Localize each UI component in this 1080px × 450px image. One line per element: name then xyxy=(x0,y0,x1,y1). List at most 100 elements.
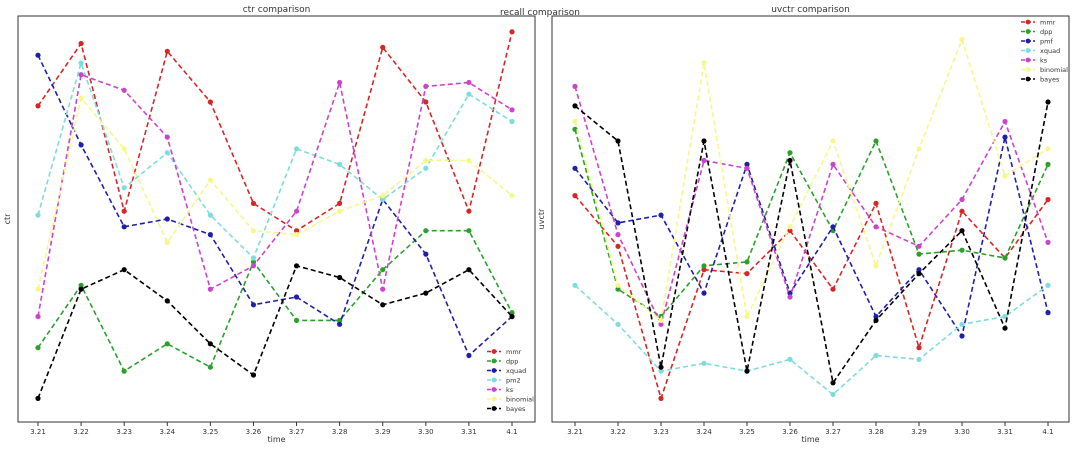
data-point-mmr xyxy=(337,200,343,206)
data-point-mmr xyxy=(1045,196,1051,203)
legend-swatch-marker xyxy=(1025,57,1031,63)
data-point-pmf xyxy=(959,333,965,339)
data-point-bayes xyxy=(164,298,170,304)
series-ks xyxy=(572,83,1051,327)
data-point-ks xyxy=(207,286,213,292)
chart-panel-1: ctr comparison time ctr 3.21 3.22 3.23 3.24 3.2… xyxy=(3,5,536,444)
data-point-binomial xyxy=(337,208,343,214)
data-point-dpp xyxy=(509,310,515,316)
data-point-mmr xyxy=(164,48,170,54)
data-point-xquad xyxy=(873,352,879,359)
data-point-binomial xyxy=(293,232,300,238)
data-point-bayes xyxy=(787,157,793,164)
x-tick-label: 3.28 xyxy=(868,428,884,436)
series-pmf xyxy=(572,134,1051,339)
legend-swatch-marker xyxy=(491,358,497,364)
series-line-xquad xyxy=(574,284,1049,396)
data-point-ks xyxy=(35,313,41,320)
data-point-pm2 xyxy=(423,165,429,171)
series-line-mmr xyxy=(574,195,1049,402)
data-point-binomial xyxy=(701,60,707,66)
data-point-dpp xyxy=(1045,161,1051,167)
data-point-xquad xyxy=(615,321,621,327)
data-point-binomial xyxy=(1045,146,1051,152)
legend-swatch-marker xyxy=(1025,29,1031,34)
data-point-bayes xyxy=(658,364,664,370)
data-point-dpp xyxy=(615,286,621,292)
data-point-bayes xyxy=(337,274,343,281)
data-point-ks xyxy=(380,286,386,292)
series-line-pm2 xyxy=(37,60,513,260)
x-tick-label: 3.27 xyxy=(289,428,305,436)
data-point-pmf xyxy=(873,313,879,320)
data-point-bayes xyxy=(615,138,621,144)
data-point-bayes xyxy=(830,380,836,386)
data-point-mmr xyxy=(78,40,84,47)
data-point-ks xyxy=(1045,239,1051,245)
data-point-xquad xyxy=(164,216,170,222)
data-point-xquad xyxy=(701,360,707,366)
data-point-pmf xyxy=(658,212,664,218)
x-tick-label: 4.1 xyxy=(1042,428,1053,436)
data-point-binomial xyxy=(615,282,621,288)
series-pm2 xyxy=(35,60,515,261)
data-point-binomial xyxy=(164,239,170,245)
x-tick-label: 3.31 xyxy=(997,428,1013,436)
x-axis-label: time xyxy=(801,435,819,444)
x-tick-label: 3.25 xyxy=(739,428,755,436)
data-point-dpp xyxy=(207,364,213,370)
data-point-binomial xyxy=(959,37,965,43)
x-tick-label: 3.24 xyxy=(696,428,712,436)
x-tick-label: 3.30 xyxy=(418,428,434,436)
data-point-bayes xyxy=(423,290,429,296)
plot-area-frame xyxy=(17,15,536,423)
data-point-xquad xyxy=(658,368,664,374)
data-point-binomial xyxy=(1002,173,1008,179)
x-tick-label: 3.21 xyxy=(30,428,46,436)
data-point-mmr xyxy=(509,29,515,35)
data-point-bayes xyxy=(873,317,879,323)
series-line-dpp xyxy=(37,229,513,373)
x-tick-label: 3.30 xyxy=(954,428,970,436)
legend-label-xquad: xquad xyxy=(506,367,526,375)
data-point-mmr xyxy=(121,208,127,214)
data-point-binomial xyxy=(572,118,578,125)
data-point-mmr xyxy=(423,99,429,105)
series-bayes xyxy=(35,263,515,401)
data-point-pm2 xyxy=(293,146,300,152)
data-point-pmf xyxy=(1045,310,1051,316)
data-point-mmr xyxy=(658,395,664,401)
data-point-dpp xyxy=(959,247,965,253)
plot-area-frame xyxy=(551,15,1070,423)
x-tick-label: 3.25 xyxy=(203,428,219,436)
data-point-xquad xyxy=(916,356,922,362)
legend-label-bayes: bayes xyxy=(506,405,526,413)
data-point-mmr xyxy=(466,208,472,214)
series-line-ks xyxy=(574,86,1049,327)
data-point-pm2 xyxy=(466,91,472,97)
x-tick-label: 3.21 xyxy=(567,428,583,436)
series-bayes xyxy=(572,99,1051,386)
data-point-dpp xyxy=(916,251,922,257)
data-point-pmf xyxy=(615,220,621,226)
data-point-ks xyxy=(615,232,621,238)
y-axis-label: uvctr xyxy=(537,208,546,229)
data-point-ks xyxy=(78,72,84,78)
legend-swatch-marker xyxy=(491,396,497,402)
legend-label-mmr: mmr xyxy=(506,348,522,356)
data-point-xquad xyxy=(423,251,429,257)
data-point-dpp xyxy=(873,138,879,144)
legend-label-pmf: pmf xyxy=(1040,38,1053,46)
data-point-pm2 xyxy=(337,161,343,167)
data-point-binomial xyxy=(873,263,879,269)
data-point-bayes xyxy=(380,302,386,308)
data-point-xquad xyxy=(121,224,127,230)
x-tick-label: 3.29 xyxy=(375,428,391,436)
legend-label-binomial: binomial xyxy=(506,396,534,404)
data-point-mmr xyxy=(615,243,621,249)
legend-label-ks: ks xyxy=(1040,57,1048,65)
chart-title: uvctr comparison xyxy=(771,5,850,15)
legend-label-dpp: dpp xyxy=(506,358,518,366)
data-point-binomial xyxy=(380,193,386,199)
